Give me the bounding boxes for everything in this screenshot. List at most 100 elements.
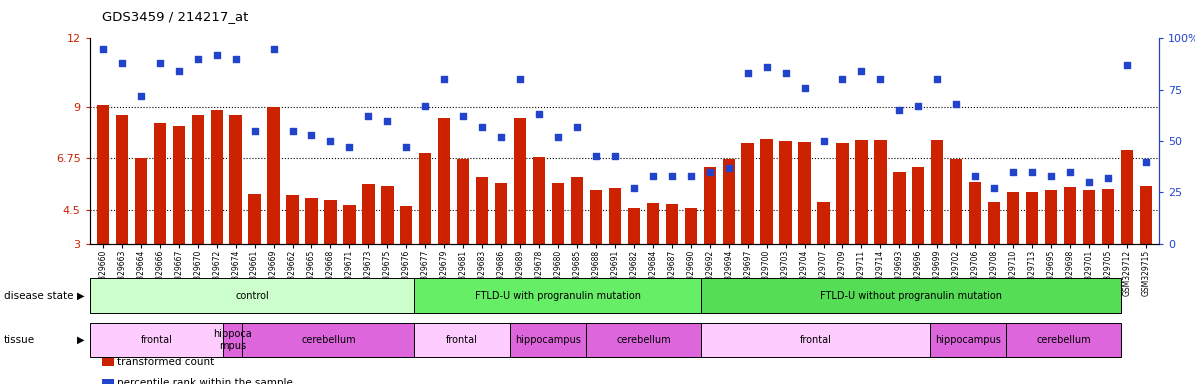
Point <box>321 138 341 144</box>
Text: ▶: ▶ <box>76 335 84 345</box>
Bar <box>1044 190 1058 244</box>
Point <box>378 118 397 124</box>
Point <box>1117 62 1136 68</box>
Point <box>833 76 852 83</box>
Point <box>170 68 189 74</box>
Point <box>739 70 758 76</box>
Point <box>700 169 719 175</box>
Point <box>491 134 510 140</box>
Point <box>871 76 890 83</box>
Bar <box>893 172 906 244</box>
Point <box>927 76 946 83</box>
Text: FTLD-U without progranulin mutation: FTLD-U without progranulin mutation <box>820 291 1001 301</box>
Bar <box>1007 192 1019 244</box>
Point <box>339 144 358 151</box>
Bar <box>836 143 848 244</box>
Point <box>112 60 131 66</box>
Text: FTLD-U with progranulin mutation: FTLD-U with progranulin mutation <box>474 291 641 301</box>
Bar <box>1064 187 1077 244</box>
Bar <box>912 167 925 244</box>
Bar <box>666 204 678 244</box>
Point <box>283 128 302 134</box>
Bar <box>249 194 261 244</box>
Point <box>1023 169 1042 175</box>
Bar <box>1083 190 1095 244</box>
Bar <box>229 115 241 244</box>
Bar <box>685 209 697 244</box>
Bar <box>476 177 489 244</box>
Point <box>472 124 491 130</box>
Bar <box>381 185 393 244</box>
Point <box>624 185 643 192</box>
Bar <box>97 104 109 244</box>
Bar <box>723 159 735 244</box>
Bar <box>1121 150 1133 244</box>
Point <box>643 173 662 179</box>
Text: percentile rank within the sample: percentile rank within the sample <box>117 378 293 384</box>
Bar <box>419 152 431 244</box>
Bar <box>495 183 508 244</box>
Point <box>1136 159 1156 165</box>
Bar <box>590 190 602 244</box>
Point <box>93 46 112 52</box>
Point <box>758 64 777 70</box>
Bar <box>135 158 147 244</box>
Bar <box>779 141 792 244</box>
Point <box>1004 169 1023 175</box>
Point <box>151 60 170 66</box>
Bar <box>324 200 337 244</box>
Bar <box>988 202 1000 244</box>
Bar <box>856 140 868 244</box>
Text: frontal: frontal <box>141 335 172 345</box>
Point <box>776 70 795 76</box>
Point <box>681 173 700 179</box>
Point <box>529 111 549 118</box>
Bar <box>608 188 621 244</box>
Bar <box>760 139 773 244</box>
Bar <box>514 118 526 244</box>
Bar <box>741 143 754 244</box>
Bar <box>268 107 280 244</box>
Point <box>587 152 606 159</box>
Bar <box>154 123 166 244</box>
Text: hippoca
mpus: hippoca mpus <box>214 329 252 351</box>
Point <box>1098 175 1117 181</box>
Point <box>397 144 416 151</box>
Text: frontal: frontal <box>799 335 832 345</box>
Bar <box>798 142 810 244</box>
Point <box>245 128 264 134</box>
Text: hippocampus: hippocampus <box>936 335 1001 345</box>
Text: control: control <box>235 291 269 301</box>
Bar <box>704 167 716 244</box>
Bar <box>1140 185 1152 244</box>
Point <box>1079 179 1098 185</box>
Bar <box>627 209 641 244</box>
Bar <box>950 159 962 244</box>
Point <box>795 84 814 91</box>
Point <box>814 138 833 144</box>
Point <box>985 185 1004 192</box>
Text: tissue: tissue <box>4 335 35 345</box>
Text: disease state: disease state <box>4 291 73 301</box>
Point <box>302 132 321 138</box>
Bar <box>1027 192 1038 244</box>
Text: ▶: ▶ <box>76 291 84 301</box>
Text: cerebellum: cerebellum <box>617 335 670 345</box>
Point <box>131 93 151 99</box>
Text: frontal: frontal <box>446 335 478 345</box>
Bar <box>400 206 412 244</box>
Point <box>207 52 226 58</box>
Point <box>264 46 283 52</box>
Point <box>662 173 681 179</box>
Text: cerebellum: cerebellum <box>1036 335 1091 345</box>
Bar <box>931 140 943 244</box>
Point <box>226 56 245 62</box>
Point <box>549 134 568 140</box>
Text: GDS3459 / 214217_at: GDS3459 / 214217_at <box>102 10 247 23</box>
Point <box>908 103 927 109</box>
Bar <box>362 184 374 244</box>
Bar <box>456 159 470 244</box>
Bar <box>552 183 564 244</box>
Point <box>946 101 966 107</box>
Point <box>852 68 871 74</box>
